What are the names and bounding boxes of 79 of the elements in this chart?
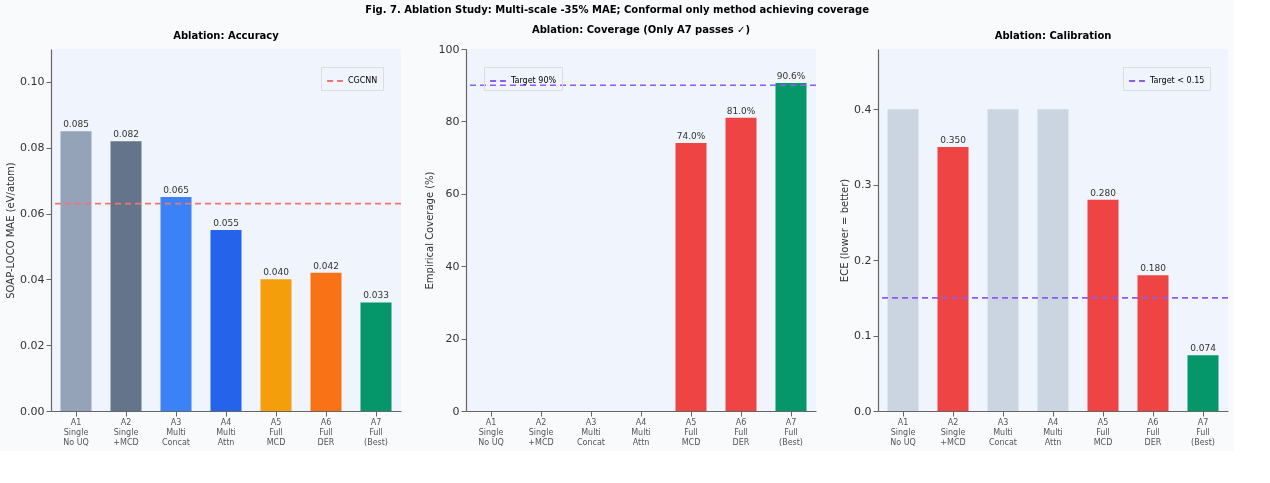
x-tick-label: A6 Full DER (317, 417, 335, 447)
ref-line-label: Target 90% (510, 76, 557, 85)
bar (260, 279, 292, 411)
x-tick-label: A1 Single No UQ (890, 417, 916, 447)
x-tick-label: A4 Multi Attn (216, 417, 236, 447)
y-axis-title: ECE (lower = better) (839, 178, 851, 283)
y-tick-label: 60 (445, 187, 460, 201)
bar (310, 272, 342, 411)
data-label: 0.074 (1190, 343, 1217, 354)
data-label: 0.280 (1090, 187, 1117, 198)
caption: Fig. 7. Ablation Study: Multi-scale -35% MAE; Conformal only method achieving coverage (365, 4, 870, 15)
y-tick-label: 0 (452, 404, 460, 418)
x-tick-label: A5 Full MCD (1093, 417, 1113, 447)
bar (937, 147, 969, 411)
y-tick-label: 0.0 (854, 404, 872, 418)
x-tick-label: A5 Full MCD (681, 417, 701, 447)
bar (725, 117, 757, 411)
x-tick-label: A1 Single No UQ (63, 417, 89, 447)
bar (1037, 109, 1069, 411)
y-axis-title: Empirical Coverage (%) (423, 171, 435, 290)
data-label: 0.065 (163, 185, 189, 196)
data-label: 0.350 (940, 135, 967, 146)
x-tick-label: A3 Multi Concat (989, 417, 1017, 447)
x-tick-label: A7 Full (Best) (364, 417, 388, 447)
data-label: 0.040 (263, 267, 290, 278)
y-tick-label: 40 (445, 259, 460, 273)
bar (1087, 199, 1119, 411)
y-axis-title: SOAP-LOCO MAE (eV/atom) (5, 162, 17, 299)
x-tick-label: A3 Multi Concat (162, 417, 190, 447)
legend-label: CGCNN (348, 76, 378, 85)
y-tick-label: 20 (445, 332, 460, 346)
chart-title: Ablation: Coverage (Only A7 passes ✓) (531, 24, 751, 35)
y-tick-label: 0.08 (20, 141, 45, 155)
y-tick-label: 0.00 (20, 404, 45, 418)
x-tick-label: A2 Single +MCD (940, 417, 966, 447)
data-label: 90.6% (776, 71, 806, 82)
bar (110, 141, 142, 411)
data-label: 81.0% (726, 105, 756, 116)
x-tick-label: A4 Multi Attn (1043, 417, 1063, 447)
bar (1187, 355, 1219, 411)
y-tick-label: 0.04 (20, 272, 45, 286)
y-tick-label: 0.3 (854, 178, 872, 192)
x-tick-label: A2 Single +MCD (113, 417, 139, 447)
bar (360, 302, 392, 411)
bar (60, 131, 92, 411)
data-label: 0.055 (213, 218, 239, 228)
data-label: 74.0% (676, 131, 706, 142)
bar (987, 109, 1019, 411)
x-tick-label: A3 Multi Concat (577, 417, 605, 447)
x-tick-label: A5 Full MCD (266, 417, 286, 447)
chart-title: Ablation: Accuracy (173, 30, 280, 41)
x-tick-label: A4 Multi Attn (631, 417, 651, 447)
y-tick-label: 0.10 (20, 75, 45, 89)
y-tick-label: 0.06 (20, 207, 45, 221)
bar (1137, 275, 1169, 411)
data-label: 0.042 (313, 260, 339, 271)
data-label: 0.082 (113, 129, 139, 140)
bar (675, 143, 707, 411)
x-tick-label: A6 Full DER (732, 417, 750, 447)
y-tick-label: 0.2 (854, 253, 872, 267)
x-tick-label: A2 Single +MCD (528, 417, 554, 447)
y-tick-label: 0.1 (854, 329, 872, 343)
chart-title: Ablation: Calibration (994, 30, 1112, 41)
data-label: 0.033 (363, 290, 389, 301)
bar (887, 109, 919, 411)
legend-label: Target < 0.15 (1149, 76, 1205, 85)
y-tick-label: 80 (445, 114, 460, 128)
bar (775, 83, 807, 411)
y-tick-label: 0.4 (854, 102, 872, 116)
data-label: 0.180 (1140, 263, 1167, 274)
data-label: 0.085 (63, 119, 89, 130)
x-tick-label: A6 Full DER (1144, 417, 1162, 447)
x-tick-label: A1 Single No UQ (478, 417, 504, 447)
y-tick-label: 0.02 (20, 338, 45, 352)
x-tick-label: A7 Full (Best) (1191, 417, 1215, 447)
x-tick-label: A7 Full (Best) (779, 417, 803, 447)
bar (210, 230, 242, 411)
bar (160, 197, 192, 411)
y-tick-label: 100 (438, 42, 460, 56)
